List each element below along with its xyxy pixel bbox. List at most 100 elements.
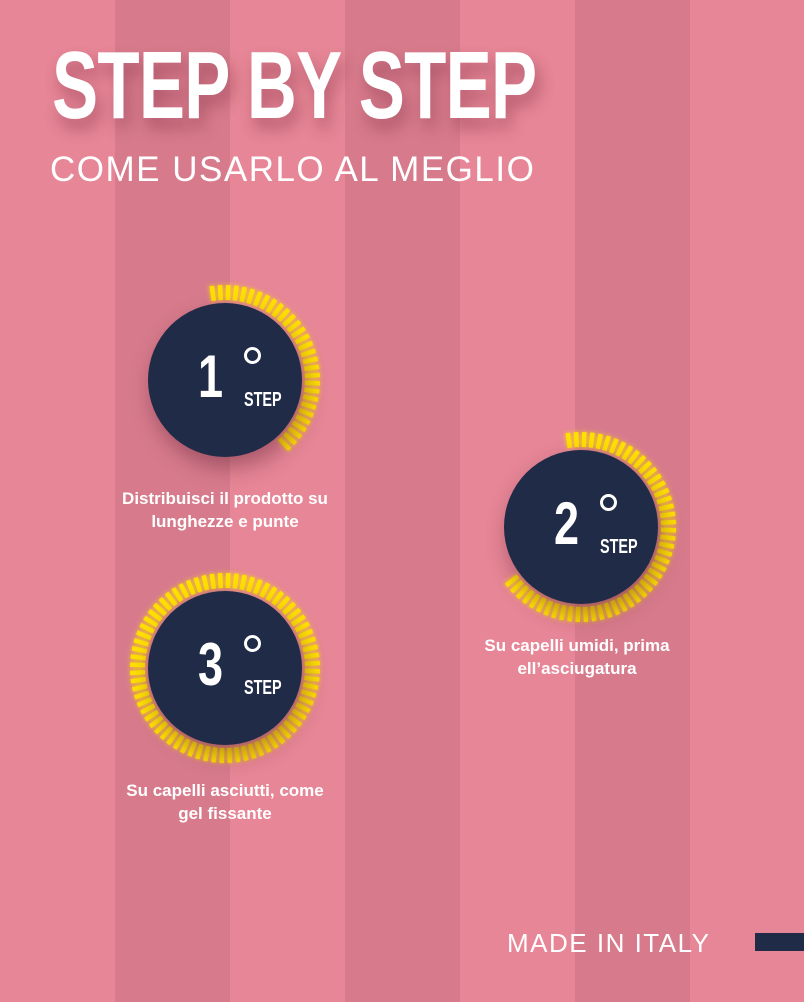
step-1-description: Distribuisci il prodotto su lunghezze e … [75, 487, 375, 533]
progress-tick [298, 407, 314, 418]
progress-tick [195, 743, 204, 760]
progress-tick [627, 449, 640, 465]
progress-tick [581, 431, 587, 448]
progress-tick [136, 697, 153, 708]
progress-tick [259, 294, 271, 310]
progress-tick [130, 654, 146, 661]
progress-tick [171, 587, 184, 603]
progress-tick [179, 738, 191, 754]
progress-tick [622, 592, 635, 608]
progress-tick [658, 503, 675, 512]
progress-tick [131, 646, 148, 654]
progress-tick [219, 747, 225, 764]
progress-tick [158, 596, 173, 612]
progress-tick [298, 695, 314, 706]
progress-tick [130, 676, 147, 684]
progress-tick [246, 576, 255, 593]
description-line: Su capelli asciutti, come [126, 781, 324, 800]
progress-tick [193, 576, 203, 593]
progress-tick [528, 593, 541, 609]
progress-tick [277, 724, 292, 740]
progress-tick [650, 480, 666, 492]
progress-tick [535, 597, 547, 613]
progress-tick [621, 445, 634, 461]
progress-tick [304, 372, 320, 379]
progress-tick [211, 747, 218, 763]
progress-tick [247, 743, 257, 760]
page-subtitle: COME USARLO AL MEGLIO [50, 150, 536, 189]
progress-tick [659, 511, 676, 519]
progress-tick [582, 606, 589, 622]
description-line: Distribuisci il prodotto su [122, 489, 328, 508]
progress-tick [225, 284, 231, 301]
progress-tick [304, 675, 320, 682]
progress-tick [602, 435, 611, 452]
progress-tick [291, 420, 307, 433]
progress-tick [172, 734, 185, 750]
progress-tick [139, 622, 155, 634]
progress-tick [130, 669, 146, 676]
progress-tick [302, 394, 319, 402]
step-disc: 3 STEP [148, 591, 302, 745]
progress-tick [302, 644, 319, 653]
step-label: STEP [244, 389, 282, 411]
progress-tick [608, 438, 619, 454]
progress-tick [653, 487, 670, 498]
progress-tick [504, 574, 520, 588]
progress-tick [290, 614, 306, 627]
progress-tick [589, 605, 597, 622]
degree-symbol [244, 635, 261, 652]
progress-tick [282, 719, 298, 734]
step-1-badge: 1 STEP [125, 280, 325, 480]
progress-tick [265, 298, 278, 314]
progress-tick [603, 602, 613, 619]
progress-tick [187, 741, 198, 757]
progress-tick [651, 561, 667, 573]
description-line: lunghezze e punte [151, 512, 299, 531]
progress-tick [295, 414, 311, 426]
progress-tick [226, 747, 233, 763]
progress-tick [259, 582, 271, 598]
progress-tick [143, 615, 159, 628]
progress-tick [573, 432, 580, 448]
progress-tick [660, 519, 676, 526]
progress-tick [286, 607, 302, 621]
progress-tick [281, 313, 297, 328]
progress-tick [252, 291, 263, 307]
progress-tick [304, 660, 320, 667]
progress-tick [233, 746, 241, 763]
progress-tick [131, 683, 148, 692]
progress-tick [559, 604, 567, 621]
progress-tick [304, 387, 320, 394]
progress-tick [287, 714, 303, 727]
progress-tick [515, 584, 530, 600]
progress-tick [291, 708, 307, 721]
step-2-description: Su capelli umidi, prima ell’asciugatura [427, 634, 727, 680]
progress-tick [159, 725, 174, 741]
progress-tick [646, 473, 662, 486]
progress-tick [610, 599, 621, 616]
progress-tick [281, 601, 297, 616]
progress-tick [642, 466, 658, 480]
progress-tick [239, 286, 247, 303]
description-line: gel fissante [178, 804, 272, 823]
progress-tick [295, 702, 311, 714]
progress-tick [147, 609, 163, 622]
progress-tick [136, 630, 152, 641]
footer-accent-bar [755, 933, 804, 951]
progress-tick [209, 573, 217, 590]
description-line: ell’asciugatura [517, 659, 637, 678]
description-line: Su capelli umidi, prima [484, 636, 670, 655]
progress-tick [654, 554, 670, 565]
progress-tick [287, 426, 303, 439]
progress-tick [254, 740, 265, 757]
progress-tick [660, 527, 677, 533]
progress-tick [144, 709, 160, 722]
progress-tick [140, 703, 156, 715]
progress-tick [271, 302, 284, 318]
progress-tick [286, 319, 302, 333]
step-number: 1 [198, 343, 224, 410]
progress-tick [129, 662, 146, 668]
progress-tick [201, 574, 210, 591]
progress-tick [246, 288, 255, 305]
